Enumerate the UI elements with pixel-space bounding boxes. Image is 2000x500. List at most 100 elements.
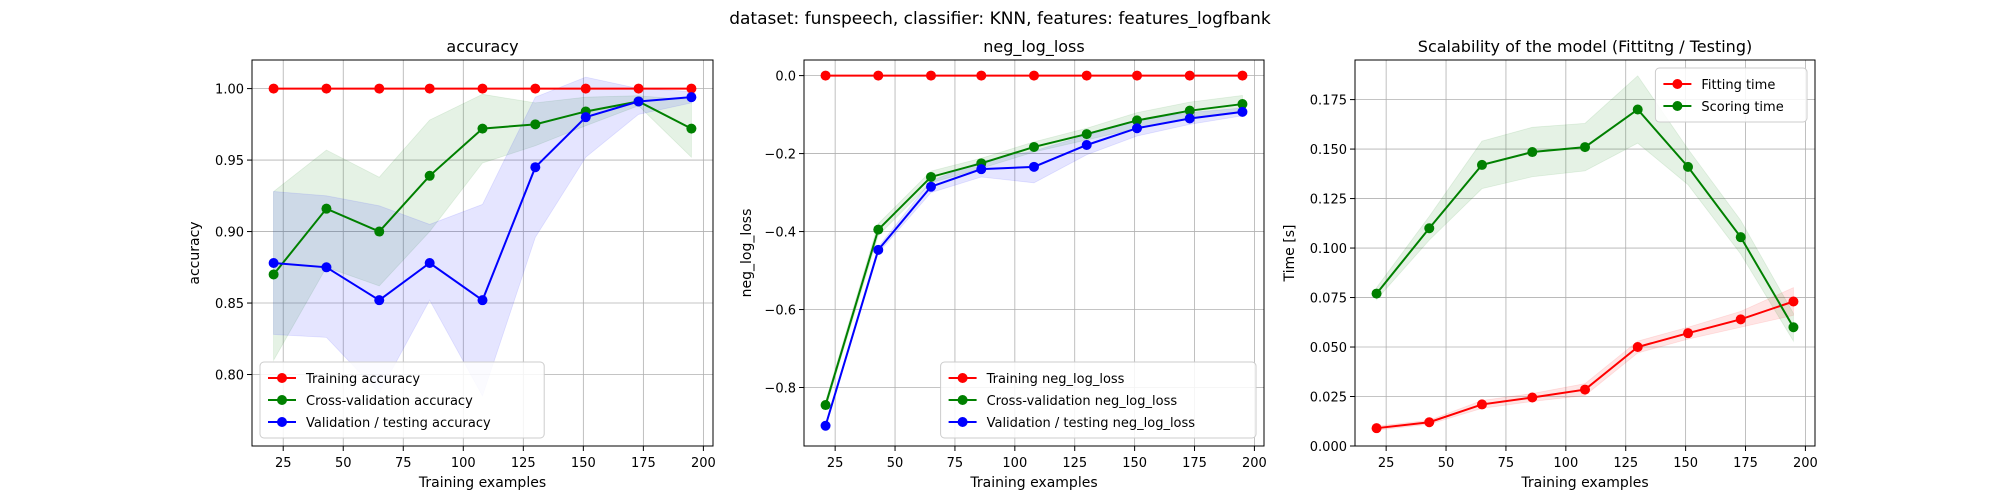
chart-1-y-tick-label: 0.95: [215, 154, 244, 169]
chart-1-point-training-accuracy: [268, 83, 279, 94]
chart-2-point-validation-testing-neg-log-loss: [1029, 161, 1039, 172]
chart-3-y-tick-label: 0.050: [1310, 341, 1347, 356]
chart-2-legend-frame: [940, 361, 1257, 439]
neg-log-loss-panel: 25 50 75 100 125 150 175 200 −0.8 −0.6 −0.4 −0.2 0.0…: [739, 37, 1267, 491]
chart-1-x-tick-label: 25: [275, 456, 292, 471]
chart-3-point-scoring-time: [1580, 142, 1590, 153]
chart-1-legend-label: Validation / testing accuracy: [306, 416, 491, 431]
chart-2-y-tick-label: −0.8: [764, 382, 796, 397]
chart-3-legend-swatch-marker: [1672, 79, 1683, 89]
chart-3-point-scoring-time: [1683, 161, 1694, 172]
chart-3-point-scoring-time: [1632, 104, 1643, 115]
chart-2-point-training-neg-log-loss: [1081, 70, 1092, 81]
chart-2-x-tick-label: 25: [827, 456, 844, 471]
chart-2-point-training-neg-log-loss: [820, 70, 831, 81]
chart-2-legend-swatch-marker: [957, 417, 968, 427]
chart-2-legend-label: Validation / testing neg_log_loss: [987, 416, 1196, 431]
chart-3-point-fitting-time: [1580, 384, 1590, 395]
chart-2-x-axis-label: Training examples: [969, 475, 1097, 491]
chart-3-band-scoring-time: [1376, 75, 1794, 343]
chart-1-y-tick-label: 0.85: [215, 297, 244, 312]
chart-2-point-cross-validation-neg-log-loss: [820, 400, 831, 411]
chart-1-point-training-accuracy: [374, 83, 385, 94]
chart-3-point-scoring-time: [1735, 232, 1746, 243]
chart-2-legend-swatch-marker: [957, 395, 968, 405]
chart-2-point-validation-testing-neg-log-loss: [1081, 139, 1092, 150]
chart-3-title: Scalability of the model (Fittitng / Tes…: [1418, 37, 1752, 56]
chart-2-y-tick-label: 0.0: [775, 70, 796, 85]
chart-2-point-cross-validation-neg-log-loss: [1184, 105, 1195, 116]
chart-1-x-axis-label: Training examples: [418, 475, 546, 491]
chart-1-legend-label: Training accuracy: [305, 372, 420, 387]
chart-2-point-training-neg-log-loss: [925, 70, 936, 81]
chart-1-point-training-accuracy: [530, 83, 541, 94]
chart-2-point-validation-testing-neg-log-loss: [1237, 106, 1248, 117]
chart-1-point-validation-testing-accuracy: [268, 258, 279, 269]
chart-2-legend-label: Training neg_log_loss: [986, 372, 1125, 387]
chart-3-y-tick-label: 0.025: [1310, 391, 1347, 406]
chart-1-axes-frame: [251, 59, 714, 447]
chart-1-y-axis-label: accuracy: [187, 221, 203, 284]
chart-2-y-tick-label: −0.6: [764, 304, 796, 319]
chart-1-point-training-accuracy: [321, 83, 332, 94]
chart-2-y-tick-label: −0.4: [764, 226, 796, 241]
chart-3-x-tick-label: 50: [1438, 456, 1455, 471]
chart-2-plot-area: [820, 70, 1248, 431]
chart-3-point-fitting-time: [1735, 314, 1746, 325]
chart-2-point-cross-validation-neg-log-loss: [1081, 129, 1092, 140]
chart-1-y-tick-label: 0.80: [215, 369, 244, 384]
chart-2-axes-frame: [803, 59, 1265, 447]
chart-3-x-tick-label: 175: [1733, 456, 1758, 471]
chart-3-x-axis-label: Training examples: [1520, 475, 1648, 491]
chart-2-x-tick-label: 175: [1182, 456, 1207, 471]
chart-2-point-cross-validation-neg-log-loss: [925, 171, 936, 182]
chart-3-y-tick-label: 0.075: [1310, 292, 1347, 307]
figure-suptitle: dataset: funspeech, classifier: KNN, fea…: [729, 9, 1271, 29]
chart-1-point-training-accuracy: [424, 83, 435, 94]
chart-3-y-axis-label: Time [s]: [1282, 225, 1298, 283]
chart-1-x-tick-label: 175: [631, 456, 656, 471]
chart-3-point-fitting-time: [1632, 342, 1643, 353]
chart-3-y-tick-label: 0.125: [1310, 193, 1347, 208]
chart-1-point-training-accuracy: [633, 83, 644, 94]
chart-3-y-tick-label: 0.175: [1310, 94, 1347, 109]
chart-2-x-tick-label: 100: [1002, 456, 1027, 471]
accuracy-panel: 25 50 75 100 125 150 175 200 0.80 0.85 0.90 0.95 1.0…: [187, 37, 716, 491]
chart-2-legend: Training neg_log_loss Cross-validation ne…: [940, 361, 1257, 439]
chart-2-point-validation-testing-neg-log-loss: [1184, 113, 1195, 124]
chart-2-point-cross-validation-neg-log-loss: [1029, 141, 1039, 152]
chart-2-point-cross-validation-neg-log-loss: [1132, 115, 1143, 126]
chart-3-legend-label: Scoring time: [1701, 100, 1783, 115]
chart-2-point-cross-validation-neg-log-loss: [1237, 99, 1248, 110]
chart-1-legend-swatch-marker: [277, 373, 287, 383]
chart-2-x-tick-label: 125: [1062, 456, 1087, 471]
chart-1-point-validation-testing-accuracy: [477, 295, 488, 306]
chart-3-point-scoring-time: [1371, 288, 1382, 299]
chart-2-x-tick-label: 75: [947, 456, 964, 471]
chart-3-y-tick-label: 0.100: [1310, 242, 1347, 257]
chart-2-point-validation-testing-neg-log-loss: [873, 244, 884, 255]
chart-3-point-fitting-time: [1788, 296, 1799, 307]
chart-1-legend-frame: [259, 361, 545, 439]
chart-2-legend-swatch-marker: [957, 373, 968, 383]
chart-1-point-cross-validation-accuracy: [686, 123, 697, 134]
chart-2-point-validation-testing-neg-log-loss: [925, 181, 936, 192]
chart-2-point-training-neg-log-loss: [1184, 70, 1195, 81]
chart-3-legend: Fitting time Scoring time: [1654, 67, 1808, 123]
chart-3-point-fitting-time: [1424, 417, 1435, 428]
chart-2-point-validation-testing-neg-log-loss: [1132, 123, 1143, 134]
chart-1-point-cross-validation-accuracy: [321, 203, 332, 214]
chart-3-point-scoring-time: [1476, 159, 1487, 170]
chart-1-legend-swatch-marker: [277, 395, 287, 405]
chart-3-band-fitting-time: [1376, 287, 1794, 431]
chart-1-point-training-accuracy: [686, 83, 697, 94]
chart-1-legend: Training accuracy Cross-validation accura…: [259, 361, 545, 439]
chart-2-legend-label: Cross-validation neg_log_loss: [987, 394, 1178, 409]
chart-1-point-validation-testing-accuracy: [580, 112, 591, 123]
chart-1-point-cross-validation-accuracy: [477, 123, 488, 134]
chart-1-x-tick-label: 50: [335, 456, 352, 471]
chart-1-x-tick-label: 150: [571, 456, 596, 471]
chart-1-x-tick-label: 200: [691, 456, 716, 471]
chart-1-point-training-accuracy: [580, 83, 591, 94]
